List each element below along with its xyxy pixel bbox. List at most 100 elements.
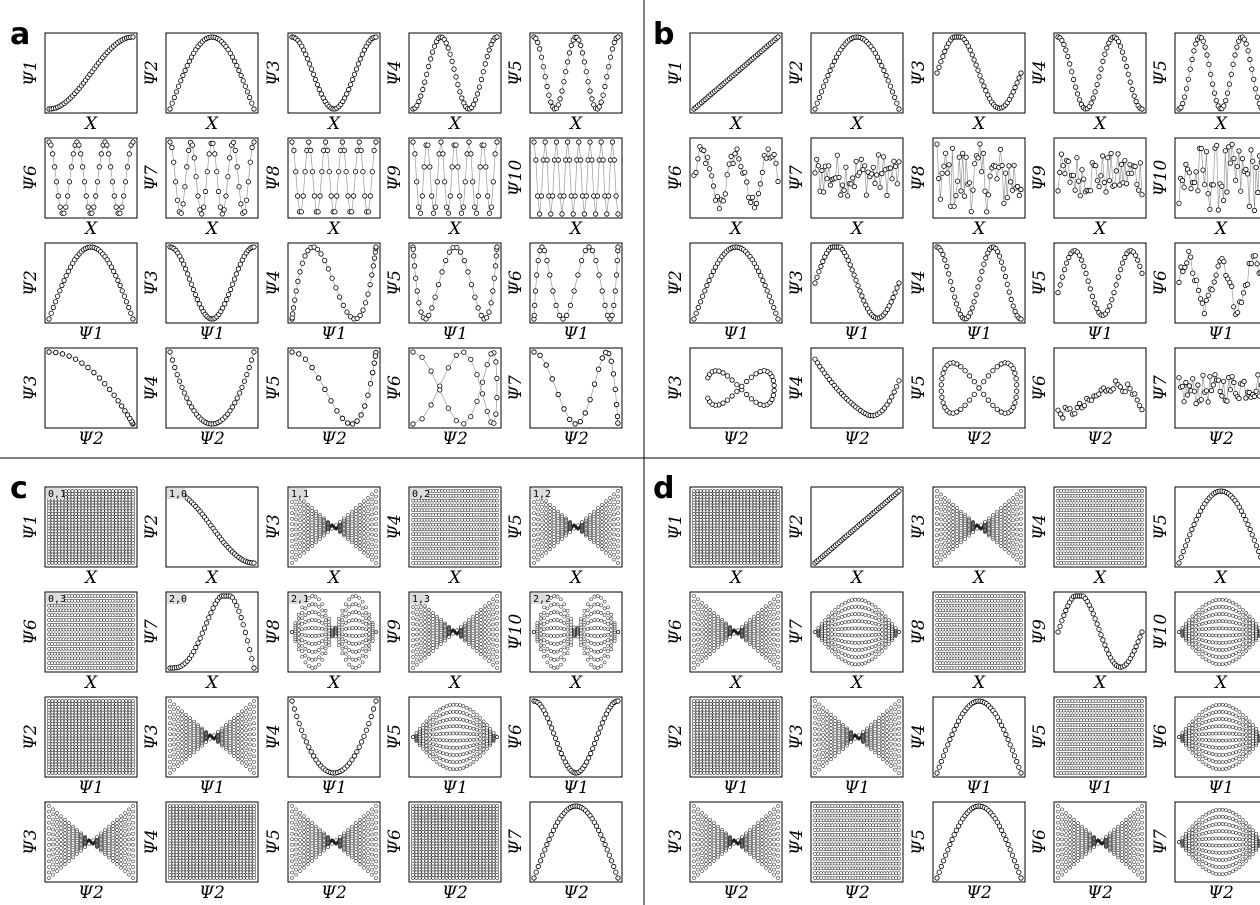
data-point: [310, 658, 315, 662]
data-point: [495, 498, 499, 503]
data-point: [94, 179, 101, 185]
data-point: [491, 647, 495, 652]
data-point: [419, 605, 423, 610]
data-point: [702, 288, 708, 294]
data-point: [559, 655, 563, 660]
data-point: [879, 171, 885, 177]
data-point: [364, 638, 368, 643]
data-point: [323, 613, 328, 618]
data-point: [411, 632, 415, 637]
data-point: [131, 603, 135, 608]
data-point: [245, 179, 251, 185]
data-point: [238, 614, 244, 621]
data-point: [494, 394, 500, 401]
data-point: [1120, 260, 1126, 266]
mode-tag: 1,3: [412, 594, 430, 605]
data-point: [834, 152, 840, 158]
data-point: [1227, 387, 1234, 393]
data-point: [46, 316, 52, 322]
data-point: [548, 506, 552, 510]
data-point: [340, 632, 345, 637]
data-point: [540, 540, 544, 545]
data-point: [724, 373, 731, 379]
data-point: [1203, 149, 1210, 155]
data-point: [66, 179, 73, 185]
data-point: [186, 147, 192, 153]
data-point: [1234, 163, 1240, 169]
data-point: [366, 549, 370, 554]
data-point: [487, 632, 491, 637]
data-point: [366, 496, 370, 500]
data-point: [608, 522, 612, 527]
data-point: [323, 608, 328, 613]
data-point: [343, 645, 348, 650]
data-point: [951, 294, 958, 300]
data-point: [235, 266, 241, 272]
data-point: [538, 643, 543, 648]
data-point: [532, 550, 536, 554]
data-point: [414, 179, 420, 185]
data-point: [317, 641, 321, 645]
data-point: [592, 618, 597, 623]
data-point: [236, 67, 242, 74]
data-point: [310, 544, 314, 548]
data-point: [466, 139, 472, 145]
data-point: [355, 61, 361, 67]
data-point: [874, 54, 881, 60]
data-point: [317, 604, 321, 609]
data-point: [302, 527, 306, 531]
data-point: [451, 66, 457, 72]
data-point: [488, 41, 494, 48]
data-point: [357, 611, 362, 615]
x-axis-label: Ψ1: [723, 324, 749, 344]
x-axis-label: Ψ1: [966, 324, 992, 344]
data-point: [495, 643, 499, 648]
subplot: XΨ6: [21, 137, 138, 239]
mode-tag: 1,1: [291, 489, 309, 500]
data-point: [883, 72, 889, 79]
data-point: [612, 557, 616, 562]
data-point: [893, 384, 900, 390]
data-point: [938, 247, 944, 253]
data-point: [300, 627, 304, 632]
data-point: [249, 144, 255, 151]
data-point: [755, 191, 762, 197]
data-point: [445, 210, 452, 216]
data-point: [171, 159, 177, 165]
data-point: [329, 275, 335, 281]
data-point: [419, 609, 423, 614]
data-point: [966, 373, 973, 379]
data-point: [343, 602, 348, 607]
data-point: [600, 509, 604, 514]
data-point: [50, 304, 56, 311]
data-point: [1215, 263, 1221, 269]
data-point: [419, 632, 423, 637]
data-point: [290, 305, 297, 311]
data-point: [545, 653, 550, 658]
data-point: [984, 209, 990, 215]
data-point: [360, 606, 365, 611]
data-point: [479, 611, 483, 615]
data-point: [738, 164, 744, 170]
data-point: [176, 83, 182, 89]
data-point: [337, 628, 341, 633]
data-point: [117, 489, 122, 493]
data-point: [1255, 189, 1260, 196]
y-axis-label: Ψ3: [264, 60, 284, 86]
data-point: [306, 520, 310, 524]
data-point: [1201, 310, 1208, 317]
data-point: [973, 62, 979, 68]
data-point: [969, 305, 975, 311]
data-point: [1210, 382, 1216, 388]
data-point: [243, 197, 250, 203]
y-axis-label: Ψ10: [506, 160, 526, 197]
data-point: [317, 612, 321, 616]
data-point: [1059, 37, 1065, 44]
data-point: [323, 646, 328, 651]
data-point: [424, 71, 430, 77]
data-point: [1198, 397, 1204, 403]
data-point: [338, 520, 342, 524]
data-point: [599, 595, 604, 600]
